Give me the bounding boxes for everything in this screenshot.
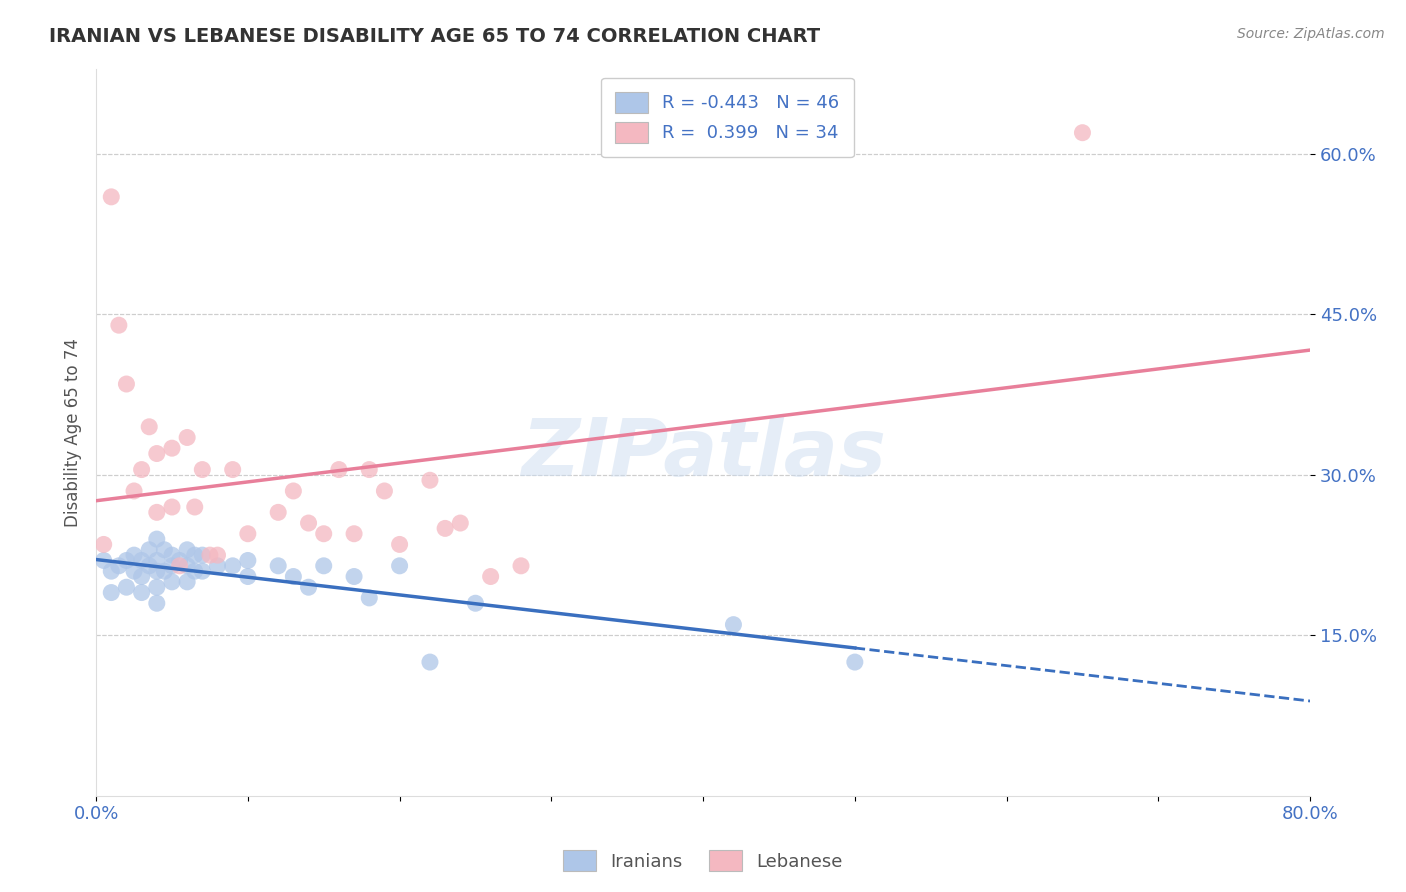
Point: [510, 558, 533, 573]
Point: [100, 585, 122, 599]
Point: [146, 532, 169, 546]
Point: [343, 569, 366, 583]
Point: [267, 558, 290, 573]
Point: [297, 580, 319, 594]
Point: [207, 558, 229, 573]
Text: IRANIAN VS LEBANESE DISABILITY AGE 65 TO 74 CORRELATION CHART: IRANIAN VS LEBANESE DISABILITY AGE 65 TO…: [49, 27, 820, 45]
Point: [723, 617, 745, 632]
Point: [449, 516, 471, 530]
Point: [176, 430, 198, 444]
Legend: R = -0.443   N = 46, R =  0.399   N = 34: R = -0.443 N = 46, R = 0.399 N = 34: [600, 78, 853, 157]
Point: [146, 446, 169, 460]
Point: [138, 542, 160, 557]
Point: [184, 564, 207, 578]
Point: [191, 564, 214, 578]
Point: [198, 548, 221, 562]
Point: [115, 580, 138, 594]
Point: [146, 564, 169, 578]
Point: [221, 558, 243, 573]
Point: [131, 569, 153, 583]
Point: [122, 564, 145, 578]
Point: [328, 462, 350, 476]
Point: [312, 526, 335, 541]
Point: [108, 318, 131, 333]
Point: [146, 505, 169, 519]
Point: [373, 483, 395, 498]
Text: ZIPatlas: ZIPatlas: [520, 415, 886, 493]
Point: [191, 462, 214, 476]
Point: [100, 564, 122, 578]
Point: [146, 596, 169, 610]
Point: [176, 574, 198, 589]
Point: [93, 537, 115, 551]
Point: [312, 558, 335, 573]
Point: [464, 596, 486, 610]
Point: [221, 462, 243, 476]
Text: Source: ZipAtlas.com: Source: ZipAtlas.com: [1237, 27, 1385, 41]
Point: [108, 558, 131, 573]
Point: [236, 553, 259, 567]
Point: [153, 564, 176, 578]
Point: [343, 526, 366, 541]
Point: [176, 542, 198, 557]
Point: [160, 500, 183, 514]
Point: [160, 548, 183, 562]
Point: [100, 190, 122, 204]
Point: [115, 553, 138, 567]
Point: [236, 569, 259, 583]
Point: [131, 585, 153, 599]
Point: [388, 558, 411, 573]
Point: [359, 462, 381, 476]
Point: [419, 655, 441, 669]
Point: [131, 462, 153, 476]
Point: [844, 655, 866, 669]
Point: [122, 483, 145, 498]
Point: [191, 548, 214, 562]
Point: [122, 548, 145, 562]
Point: [267, 505, 290, 519]
Point: [283, 483, 305, 498]
Y-axis label: Disability Age 65 to 74: Disability Age 65 to 74: [65, 338, 82, 526]
Point: [146, 580, 169, 594]
Point: [1071, 126, 1094, 140]
Point: [419, 473, 441, 487]
Point: [184, 500, 207, 514]
Point: [207, 548, 229, 562]
Point: [93, 553, 115, 567]
Point: [388, 537, 411, 551]
Point: [184, 548, 207, 562]
Point: [434, 521, 457, 535]
Point: [176, 558, 198, 573]
Point: [283, 569, 305, 583]
Legend: Iranians, Lebanese: Iranians, Lebanese: [555, 843, 851, 879]
Point: [131, 553, 153, 567]
Point: [479, 569, 502, 583]
Point: [160, 574, 183, 589]
Point: [138, 558, 160, 573]
Point: [236, 526, 259, 541]
Point: [160, 558, 183, 573]
Point: [146, 553, 169, 567]
Point: [297, 516, 319, 530]
Point: [359, 591, 381, 605]
Point: [115, 377, 138, 392]
Point: [138, 419, 160, 434]
Point: [160, 441, 183, 455]
Point: [169, 553, 191, 567]
Point: [169, 558, 191, 573]
Point: [153, 542, 176, 557]
